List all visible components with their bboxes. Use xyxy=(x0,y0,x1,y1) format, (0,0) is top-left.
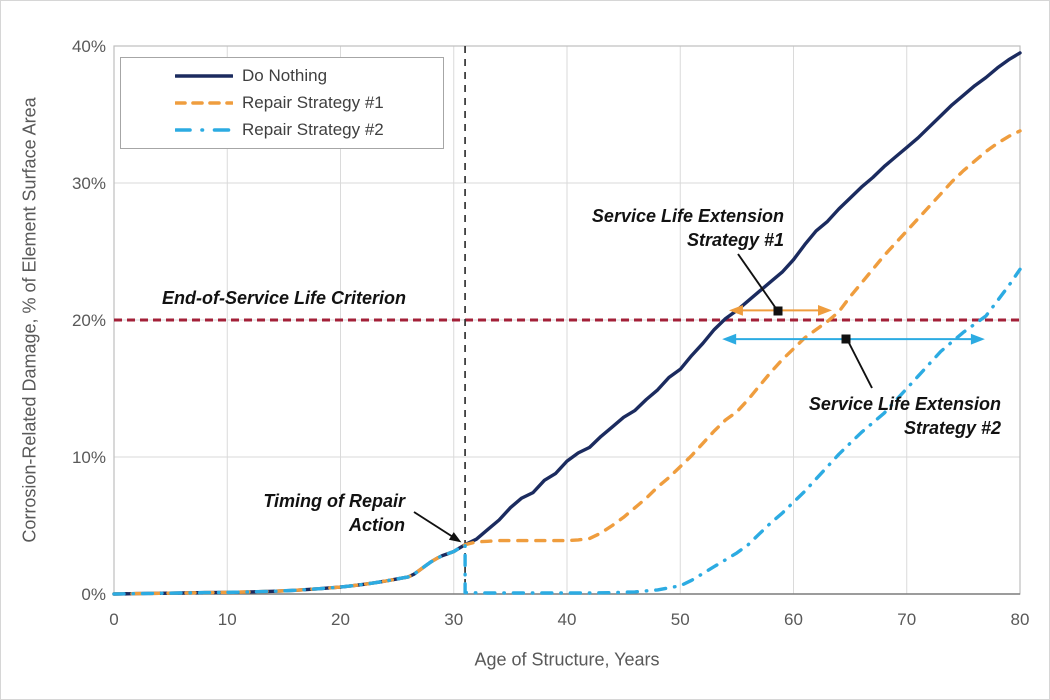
callout-square-marker xyxy=(773,306,783,316)
legend-line-sample xyxy=(175,101,233,105)
annotation-line: Timing of Repair xyxy=(263,491,405,511)
x-axis-title: Age of Structure, Years xyxy=(474,649,660,670)
annotation-line: Service Life Extension xyxy=(591,206,784,226)
x-tick-label: 60 xyxy=(784,610,803,629)
y-tick-label: 20% xyxy=(72,311,106,330)
annotation-line: Action xyxy=(349,515,405,535)
x-tick-label: 20 xyxy=(331,610,350,629)
x-tick-label: 70 xyxy=(897,610,916,629)
sle1-leader xyxy=(737,253,776,308)
y-tick-label: 40% xyxy=(72,37,106,56)
series-dashdot xyxy=(112,267,1022,596)
timing-arrowhead xyxy=(448,532,462,543)
annotation-line: Strategy #1 xyxy=(686,230,784,250)
series-dashed xyxy=(112,129,1022,596)
callout-square-marker xyxy=(841,334,851,344)
legend-line-sample xyxy=(175,74,233,79)
legend-item: Repair Strategy #1 xyxy=(121,93,443,113)
legend-label: Repair Strategy #1 xyxy=(242,92,384,112)
x-tick-label: 30 xyxy=(444,610,463,629)
timing-label: Timing of Repair Action xyxy=(263,489,405,537)
arrowhead-right xyxy=(970,333,985,345)
timing-leader xyxy=(413,511,454,538)
y-tick-label: 30% xyxy=(72,174,106,193)
x-tick-label: 80 xyxy=(1011,610,1030,629)
arrowhead-right xyxy=(818,305,833,316)
y-tick-label: 0% xyxy=(81,585,106,604)
legend-line-sample xyxy=(175,127,233,132)
sle2-label: Service Life Extension Strategy #2 xyxy=(809,392,1001,440)
arrowhead-left xyxy=(728,305,743,316)
y-tick-label: 10% xyxy=(72,448,106,467)
sle2-leader xyxy=(848,342,873,389)
x-tick-label: 40 xyxy=(558,610,577,629)
x-tick-label: 0 xyxy=(109,610,118,629)
legend-label: Repair Strategy #2 xyxy=(242,119,384,139)
annotation-line: Service Life Extension xyxy=(808,394,1001,414)
legend-item: Do Nothing xyxy=(121,66,443,86)
sle1-label: Service Life Extension Strategy #1 xyxy=(592,204,784,252)
annotation-line: Strategy #2 xyxy=(903,418,1001,438)
legend-label: Do Nothing xyxy=(242,66,328,86)
end-of-service-label: End-of-Service Life Criterion xyxy=(161,288,407,308)
arrowhead-left xyxy=(722,333,737,345)
legend-item: Repair Strategy #2 xyxy=(121,120,443,140)
y-axis-title: Corrosion-Related Damage, % of Element S… xyxy=(19,97,40,543)
legend: Do Nothing Repair Strategy #1 Repair Strat… xyxy=(120,57,444,149)
x-tick-label: 10 xyxy=(218,610,237,629)
x-tick-label: 50 xyxy=(671,610,690,629)
